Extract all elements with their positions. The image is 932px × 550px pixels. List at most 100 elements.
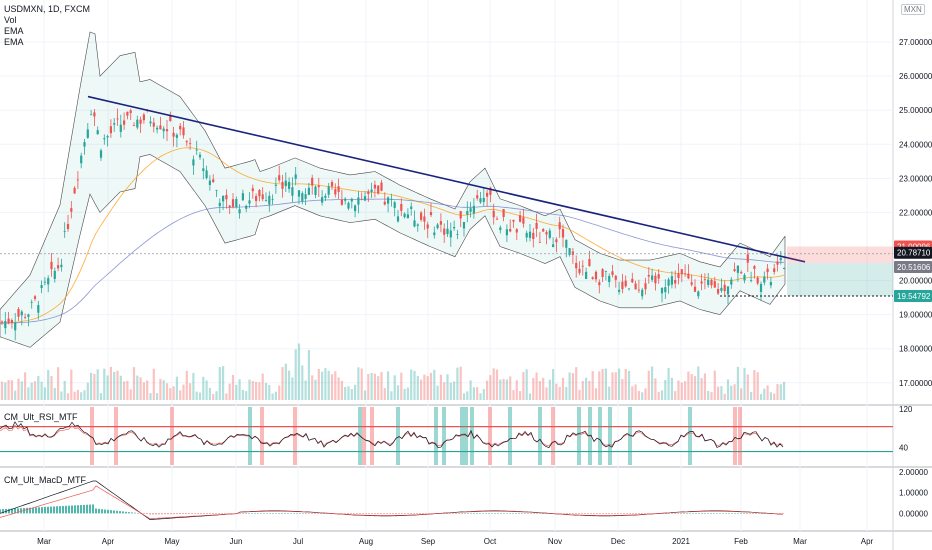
macd-histogram-bar	[356, 513, 358, 514]
macd-histogram-bar	[380, 513, 382, 514]
candle	[212, 179, 215, 183]
macd-histogram-bar	[344, 513, 346, 514]
macd-histogram-bar	[668, 513, 670, 514]
candle	[736, 265, 739, 273]
volume-bar	[509, 376, 512, 400]
macd-histogram-bar	[401, 513, 403, 514]
volume-bar	[20, 381, 23, 400]
macd-histogram-bar	[599, 513, 601, 514]
volume-bar	[43, 387, 46, 400]
candle	[565, 239, 568, 248]
price-axis[interactable]: 27.00000 26.00000 25.00000 24.00000 23.00000…	[894, 38, 932, 518]
macd-histogram-bar	[605, 513, 607, 514]
volume-bar	[472, 387, 475, 400]
volume-bar	[99, 393, 103, 400]
candle	[93, 112, 96, 117]
indicator-ema-1[interactable]: EMA	[4, 26, 24, 36]
volume-bar	[14, 390, 17, 400]
volume-bar	[123, 381, 126, 400]
volume-bar	[555, 383, 558, 400]
time-axis[interactable]: Mar Apr May Jun Jul Aug Sep Oct Nov Dec 2021 Feb Mar…	[37, 537, 873, 546]
volume-bar	[621, 378, 624, 400]
candle	[624, 280, 627, 287]
macd-histogram-bar	[590, 513, 592, 514]
candle	[225, 195, 228, 200]
candle	[383, 201, 386, 205]
volume-bar	[439, 374, 442, 400]
macd-histogram-bar	[689, 513, 691, 514]
volume-bar	[261, 373, 264, 400]
candle	[680, 269, 683, 275]
candle	[456, 234, 459, 235]
candle	[152, 122, 155, 127]
currency-badge[interactable]: MXN	[901, 4, 925, 15]
volume-bar	[677, 380, 680, 400]
volume-bar	[532, 377, 535, 400]
macd-histogram-bar	[392, 513, 394, 514]
volume-bar	[476, 387, 479, 400]
macd-histogram-bar	[20, 508, 22, 514]
rsi-signal-bar	[460, 407, 464, 465]
macd-histogram-bar	[296, 513, 298, 514]
volume-bar	[241, 389, 244, 400]
macd-histogram-bar	[278, 513, 280, 514]
macd-histogram-bar	[71, 505, 73, 514]
candle	[109, 126, 112, 134]
volume-bar	[700, 377, 703, 400]
macd-histogram-bar	[458, 513, 460, 514]
volume-bar	[680, 382, 683, 400]
macd-histogram-bar	[752, 513, 754, 514]
volume-bar	[690, 373, 693, 400]
macd-histogram-bar	[488, 513, 490, 514]
macd-histogram-bar	[422, 513, 424, 514]
rsi-pane[interactable]	[0, 407, 893, 465]
candle	[327, 186, 330, 195]
macd-histogram-bar	[134, 512, 136, 514]
volume-bar	[723, 393, 726, 400]
rsi-signal-bar	[551, 407, 555, 465]
candle	[766, 268, 769, 273]
candle	[393, 202, 396, 208]
volume-bar	[535, 372, 538, 400]
rsi-signal-bar	[470, 407, 474, 465]
indicator-ema-2[interactable]: EMA	[4, 37, 24, 47]
macd-histogram-bar	[536, 513, 538, 514]
macd-histogram-bar	[740, 513, 742, 514]
macd-histogram-bar	[497, 513, 499, 514]
macd-histogram-bar	[215, 513, 217, 514]
macd-histogram-bar	[491, 513, 493, 514]
volume-bar	[284, 363, 287, 400]
macd-histogram-bar	[41, 507, 43, 514]
candle	[700, 281, 703, 284]
candle	[403, 213, 406, 218]
rsi-pane-title[interactable]: CM_Ult_RSI_MTF	[4, 412, 78, 422]
macd-histogram-bar	[101, 509, 103, 514]
macd-histogram-bar	[479, 513, 481, 514]
volume-bar	[512, 390, 515, 400]
volume-bar	[519, 391, 522, 400]
macd-histogram-bar	[662, 513, 664, 514]
macd-pane-title[interactable]: CM_Ult_MacD_MTF	[4, 475, 87, 485]
volume-bar	[274, 391, 277, 400]
candle	[344, 198, 347, 201]
macd-histogram-bar	[782, 513, 784, 514]
macd-histogram-bar	[539, 513, 541, 514]
candle	[730, 279, 733, 285]
candle	[311, 177, 314, 186]
macd-histogram-bar	[701, 513, 703, 514]
macd-histogram-bar	[26, 507, 28, 514]
volume-bar	[195, 391, 198, 400]
volume-bar	[106, 375, 109, 400]
candle	[743, 274, 746, 281]
rsi-signal-bar	[598, 407, 602, 465]
candle	[779, 258, 782, 261]
candle	[27, 314, 30, 317]
candle	[693, 286, 697, 292]
symbol-title[interactable]: USDMXN, 1D, FXCM	[4, 4, 91, 14]
macd-pane[interactable]	[0, 480, 784, 520]
candle	[317, 185, 320, 188]
indicator-vol[interactable]: Vol	[4, 15, 17, 25]
price-pane[interactable]	[0, 31, 893, 348]
macd-histogram-bar	[518, 513, 520, 514]
